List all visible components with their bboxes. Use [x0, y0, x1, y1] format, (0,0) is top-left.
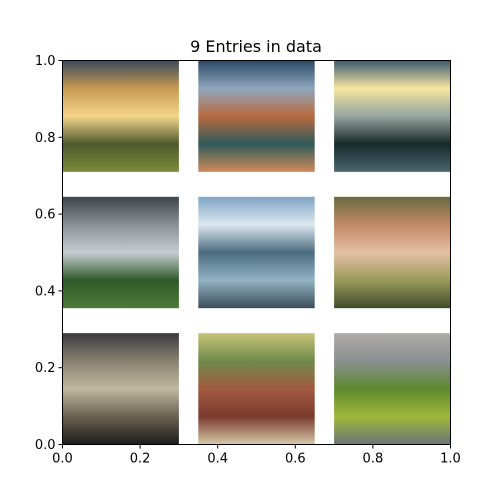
x-tick-label: 0.6 [285, 452, 306, 467]
image-tile-2 [198, 60, 315, 172]
chart-title: 9 Entries in data [190, 37, 322, 56]
x-tick-label: 0.2 [130, 452, 151, 467]
x-tick-label: 1.0 [440, 452, 461, 467]
image-tile-7 [62, 333, 179, 445]
y-tick-label: 0.2 [35, 361, 56, 376]
image-tile-8 [198, 333, 315, 445]
image-tile-1 [62, 60, 179, 172]
x-tick-label: 0.4 [207, 452, 228, 467]
image-tile-3 [334, 60, 451, 172]
plot-frame [62, 60, 451, 445]
x-tick-label: 0.8 [363, 452, 384, 467]
x-tick-label: 0.0 [52, 452, 73, 467]
image-tile-9 [334, 333, 451, 445]
image-tile-4 [62, 196, 179, 309]
y-tick-label: 1.0 [35, 54, 56, 69]
y-tick-label: 0.4 [35, 284, 56, 299]
images-layer [62, 60, 451, 445]
y-tick-label: 0.8 [35, 131, 56, 146]
y-tick-label: 0.6 [35, 208, 56, 223]
image-tile-6 [334, 196, 451, 309]
y-tick-label: 0.0 [35, 438, 56, 453]
image-tile-5 [198, 196, 315, 309]
axes-layer: 0.0 0.2 0.4 0.6 0.8 1.0 0.0 0.2 0.4 0.6 0.8 1.0 [35, 54, 461, 467]
